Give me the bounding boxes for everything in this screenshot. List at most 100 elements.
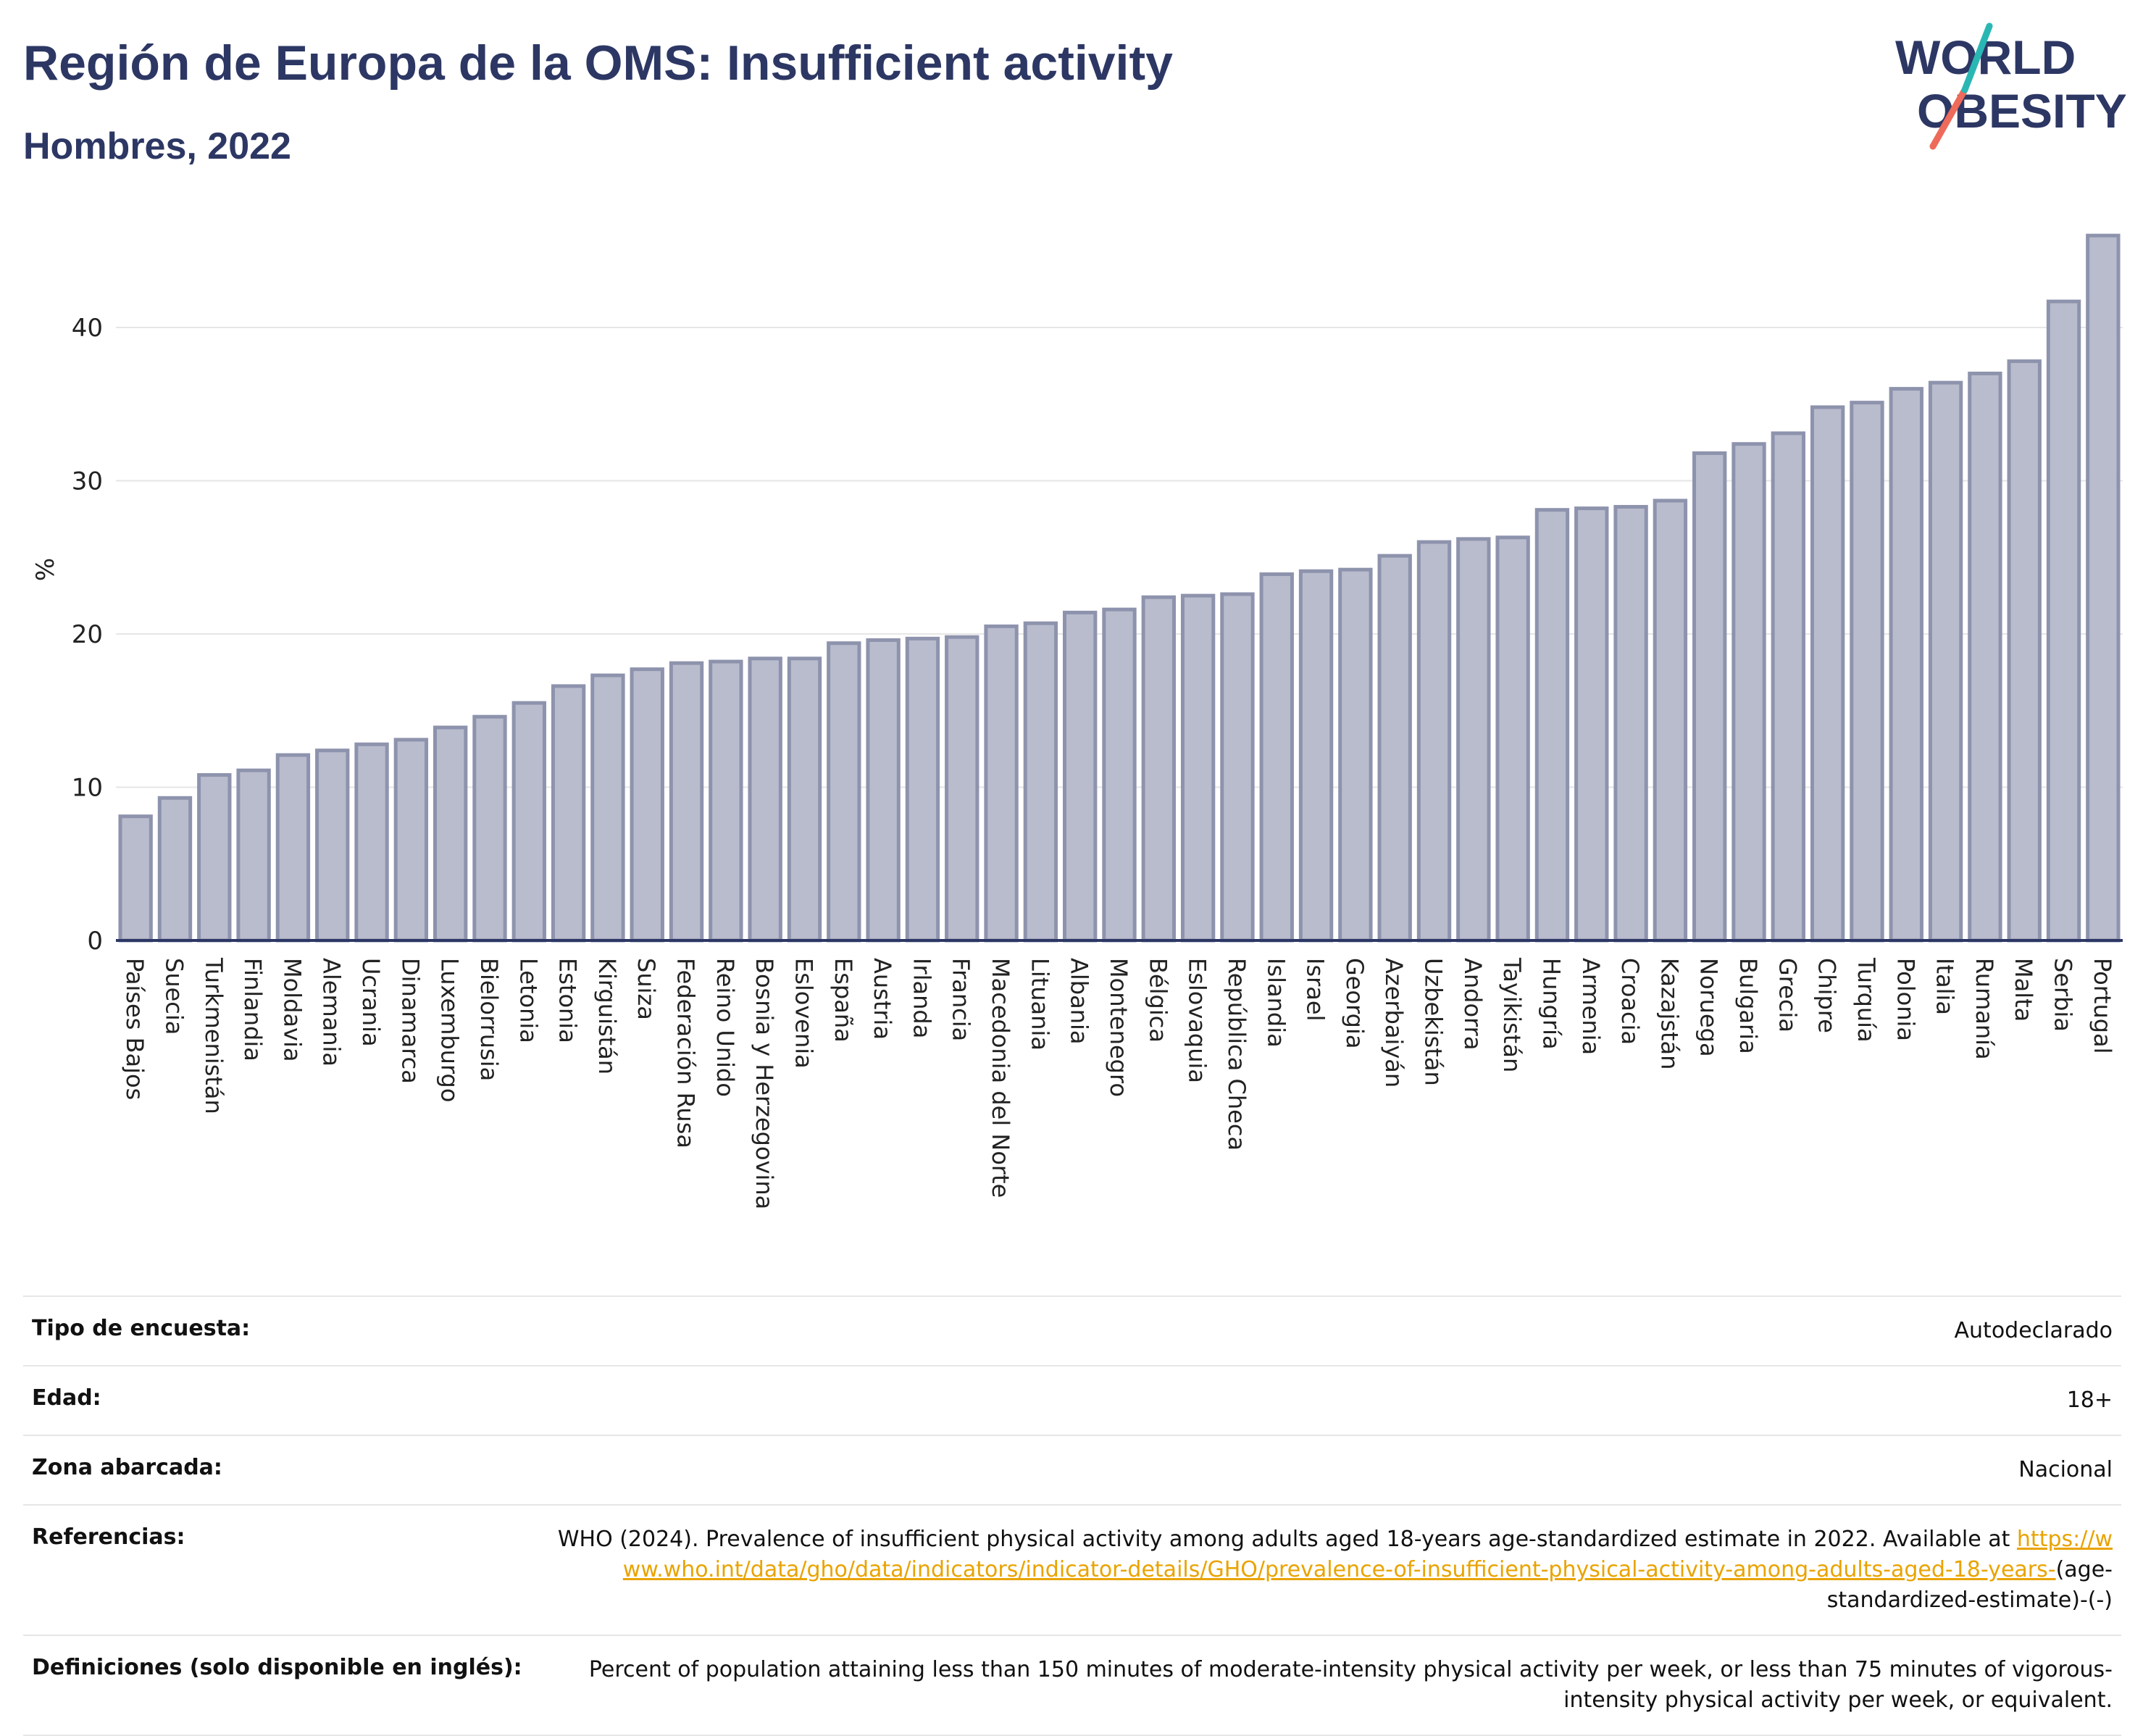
bar xyxy=(1298,569,1334,943)
bar xyxy=(551,684,586,943)
bar xyxy=(787,656,822,943)
bar xyxy=(197,773,232,943)
bar xyxy=(1653,498,1688,943)
bar xyxy=(236,768,271,943)
y-tick-label: 40 xyxy=(72,314,103,343)
bars xyxy=(118,233,2121,943)
x-tick-label: Macedonia del Norte xyxy=(987,958,1014,1198)
x-tick-label: Eslovenia xyxy=(790,958,817,1069)
x-tick-label: Portugal xyxy=(2089,958,2116,1054)
info-row-area: Zona abarcada: Nacional xyxy=(23,1435,2121,1504)
x-tick-label: Kirguistán xyxy=(593,958,621,1074)
x-tick-label: Ucrania xyxy=(357,958,385,1047)
x-tick-label: Bosnia y Herzegovina xyxy=(751,958,778,1209)
x-tick-label: Georgia xyxy=(1341,958,1369,1048)
y-tick-label: 10 xyxy=(72,774,103,803)
x-tick-label: Albania xyxy=(1066,958,1093,1044)
bar xyxy=(511,701,546,943)
x-tick-label: Bulgaria xyxy=(1734,958,1762,1054)
bar xyxy=(157,796,193,943)
bar xyxy=(1377,554,1412,943)
bar xyxy=(1180,593,1216,943)
bar xyxy=(1534,508,1570,943)
bar xyxy=(827,641,861,943)
references-suffix: (age-standardized-estimate)-(-) xyxy=(1826,1557,2113,1613)
bar xyxy=(1416,540,1452,943)
chart-title: Región de Europa de la OMS: Insufficient… xyxy=(23,36,1173,91)
world-obesity-logo: WORLD OBESITY xyxy=(1895,22,2127,150)
x-tick-label: Bélgica xyxy=(1144,958,1171,1043)
survey-type-label: Tipo de encuesta: xyxy=(32,1316,251,1341)
x-tick-label: Islandia xyxy=(1262,958,1290,1048)
bar xyxy=(984,624,1019,943)
info-row-references: Referencias: WHO (2024). Prevalence of i… xyxy=(23,1504,2121,1635)
x-tick-label: Kazajstán xyxy=(1655,958,1683,1069)
x-tick-label: Federación Rusa xyxy=(672,958,700,1148)
x-tick-label: Francia xyxy=(948,958,975,1041)
bar xyxy=(1850,401,1884,943)
x-tick-label: Noruega xyxy=(1695,958,1723,1057)
bar xyxy=(709,659,743,943)
bar xyxy=(945,635,979,943)
x-tick-label: Hungría xyxy=(1537,958,1565,1050)
info-row-survey-type: Tipo de encuesta: Autodeclarado xyxy=(23,1295,2121,1365)
bar xyxy=(590,673,625,943)
info-row-age: Edad: 18+ xyxy=(23,1365,2121,1435)
x-tick-label: Suiza xyxy=(632,958,660,1020)
x-tick-label: Bielorrusia xyxy=(475,958,503,1081)
bar xyxy=(1141,595,1176,943)
bar xyxy=(2086,233,2121,943)
bar xyxy=(1574,506,1609,943)
logo-slash-teal xyxy=(1961,22,1993,93)
bar xyxy=(1220,592,1255,943)
bar xyxy=(1692,451,1727,943)
x-tick-label: Armenia xyxy=(1577,958,1605,1055)
x-tick-label: Malta xyxy=(2010,958,2037,1022)
y-axis-label: % xyxy=(31,558,60,581)
bar xyxy=(1968,371,2002,943)
x-tick-label: Azerbaiyán xyxy=(1380,958,1408,1088)
bar-chart: 0 10 20 30 40 Países Bajos Suecia Turkmenistán… xyxy=(31,233,2123,1209)
x-tick-label: Eslovaquia xyxy=(1184,958,1211,1083)
bar xyxy=(118,814,153,943)
bar xyxy=(433,725,468,943)
references-text: WHO (2024). Prevalence of insufficient p… xyxy=(557,1527,2010,1552)
x-tick-label: Croacia xyxy=(1616,958,1644,1045)
x-tick-label: Finlandia xyxy=(239,958,267,1061)
x-tick-label: Dinamarca xyxy=(396,958,424,1084)
bar xyxy=(669,661,704,943)
area-label: Zona abarcada: xyxy=(32,1455,222,1480)
x-tick-label: Polonia xyxy=(1892,958,1919,1041)
bar xyxy=(2046,299,2081,943)
x-tick-label: Luxemburgo xyxy=(436,958,464,1102)
x-tick-label: Países Bajos xyxy=(121,958,149,1100)
x-tick-label: Tayikistán xyxy=(1498,957,1526,1072)
age-value: 18+ xyxy=(2066,1387,2113,1413)
age-label: Edad: xyxy=(32,1385,101,1411)
x-tick-label: Serbia xyxy=(2050,958,2077,1032)
definitions-value: Percent of population attaining less tha… xyxy=(588,1657,2113,1713)
x-tick-label: República Checa xyxy=(1223,958,1250,1151)
definitions-label: Definiciones (solo disponible en inglés)… xyxy=(32,1655,522,1680)
x-tick-label: Lituania xyxy=(1026,958,1053,1051)
bar xyxy=(275,753,311,943)
bar xyxy=(1889,387,1923,943)
info-row-definitions: Definiciones (solo disponible en inglés)… xyxy=(23,1635,2121,1736)
references-value: WHO (2024). Prevalence of insufficient p… xyxy=(555,1524,2113,1616)
bar xyxy=(1259,572,1294,943)
x-tick-label: Alemania xyxy=(318,958,346,1067)
x-tick-label: Suecia xyxy=(160,958,188,1035)
bar xyxy=(1731,442,1766,943)
bar xyxy=(315,748,350,943)
x-tick-label: Montenegro xyxy=(1105,958,1132,1097)
x-tick-label: Andorra xyxy=(1459,958,1487,1050)
x-tick-label: Irlanda xyxy=(908,958,935,1038)
x-tick-label: Estonia xyxy=(554,958,582,1043)
references-link[interactable]: https://www.who.int/data/gho/data/indica… xyxy=(622,1527,2113,1582)
bar xyxy=(472,714,507,943)
x-tick-label: Grecia xyxy=(1774,958,1801,1032)
bar xyxy=(866,638,901,943)
bar xyxy=(354,742,389,943)
bar xyxy=(393,738,429,943)
bar xyxy=(2007,359,2042,943)
